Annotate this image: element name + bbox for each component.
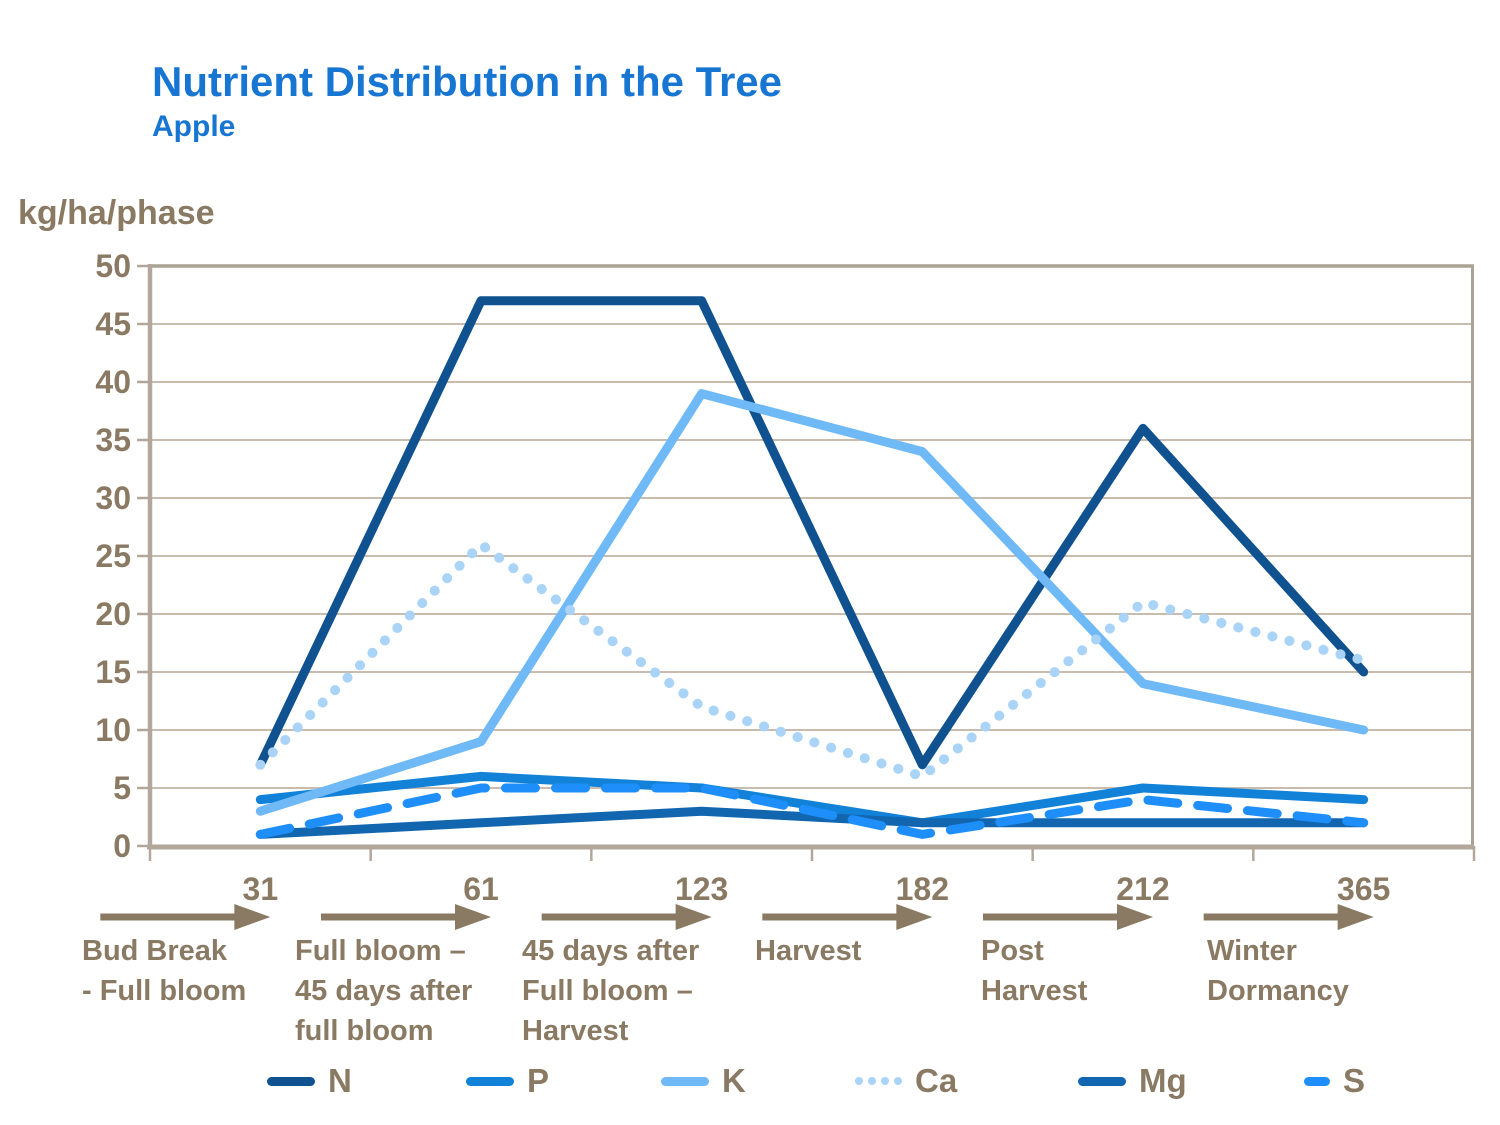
- legend-swatch-K: [661, 1076, 709, 1086]
- legend-swatch-dot: [894, 1077, 902, 1085]
- legend-swatch-P: [466, 1076, 514, 1086]
- y-axis-title: kg/ha/phase: [18, 194, 215, 232]
- phase-label-line: - Full bloom: [82, 975, 247, 1007]
- phase-label-line: full bloom: [295, 1015, 434, 1047]
- legend-item-K: K: [661, 1060, 746, 1102]
- series-line-Mg: [255, 806, 1369, 839]
- series-line-K: [255, 389, 1369, 816]
- phase-label-line: Post: [981, 935, 1044, 967]
- legend-swatch-Ca: [855, 1077, 902, 1085]
- phase-arrow-head: [1117, 904, 1153, 930]
- series-line-S: [255, 783, 1369, 839]
- legend-swatch-N: [267, 1076, 315, 1086]
- phase-label: 45 days after Full bloom – Harvest: [522, 931, 699, 1051]
- phase-arrow-head: [234, 904, 271, 930]
- legend-item-N: N: [267, 1060, 352, 1102]
- legend-swatch-Mg: [1078, 1076, 1126, 1086]
- phase-label-line: Harvest: [981, 975, 1088, 1007]
- legend-label: K: [722, 1062, 746, 1099]
- legend-label: N: [328, 1062, 352, 1099]
- y-tick-label: 10: [95, 712, 131, 748]
- y-tick-label: 25: [95, 538, 131, 574]
- phase-label: Post Harvest: [981, 931, 1087, 1011]
- x-tick-label: 182: [895, 871, 950, 907]
- phase-label-line: Dormancy: [1207, 975, 1349, 1007]
- legend-swatch-dot: [868, 1077, 876, 1085]
- x-tick-label: 31: [242, 871, 279, 907]
- y-tick-label: 35: [95, 422, 131, 458]
- legend-swatch-dot: [855, 1077, 863, 1085]
- y-tick-label: 5: [113, 770, 131, 806]
- phase-arrow-head: [1337, 904, 1374, 930]
- legend-label: Mg: [1139, 1062, 1187, 1099]
- legend-label: S: [1343, 1062, 1366, 1099]
- series-line-Ca: [255, 539, 1369, 782]
- series-line-P: [255, 771, 1369, 828]
- legend-swatch-S: [1304, 1076, 1330, 1086]
- y-tick-label: 20: [95, 596, 131, 632]
- x-tick-label: 212: [1116, 871, 1170, 907]
- phase-arrow-head: [675, 904, 712, 930]
- phase-arrow-head: [896, 904, 933, 930]
- phase-label-line: 45 days after: [522, 935, 700, 967]
- legend-swatch-dot: [881, 1077, 889, 1085]
- phase-label-line: Full bloom –: [295, 935, 466, 967]
- series-line-N: [255, 296, 1369, 770]
- y-tick-label: 0: [113, 828, 131, 864]
- phase-label-line: Bud Break: [82, 935, 228, 967]
- legend-item-Ca: Ca: [855, 1060, 957, 1102]
- y-tick-label: 50: [95, 248, 131, 284]
- legend-label: Ca: [915, 1062, 958, 1099]
- legend-label: P: [527, 1062, 550, 1099]
- phase-label-line: Harvest: [755, 935, 862, 967]
- phase-label-line: Winter: [1207, 935, 1297, 967]
- phase-label-line: 45 days after: [295, 975, 473, 1007]
- chart-title: Nutrient Distribution in the Tree: [152, 58, 783, 105]
- legend-item-Mg: Mg: [1078, 1060, 1187, 1102]
- y-tick-label: 15: [95, 654, 131, 690]
- y-tick-label: 30: [95, 480, 131, 516]
- phase-label: Harvest: [755, 931, 861, 971]
- x-tick-label: 123: [674, 871, 729, 907]
- phase-arrow-head: [455, 904, 491, 930]
- x-tick-label: 365: [1336, 871, 1391, 907]
- x-tick-label: 61: [463, 871, 499, 907]
- legend-item-P: P: [466, 1060, 549, 1102]
- phase-label-line: Full bloom –: [522, 975, 693, 1007]
- phase-label: Winter Dormancy: [1207, 931, 1349, 1011]
- phase-label-line: Harvest: [522, 1015, 629, 1047]
- legend-item-S: S: [1304, 1060, 1365, 1102]
- phase-label: Bud Break - Full bloom: [82, 931, 246, 1011]
- y-tick-label: 45: [95, 306, 131, 342]
- y-tick-label: 40: [95, 364, 131, 400]
- chart-subtitle: Apple: [152, 110, 236, 143]
- phase-label: Full bloom – 45 days after full bloom: [295, 931, 472, 1051]
